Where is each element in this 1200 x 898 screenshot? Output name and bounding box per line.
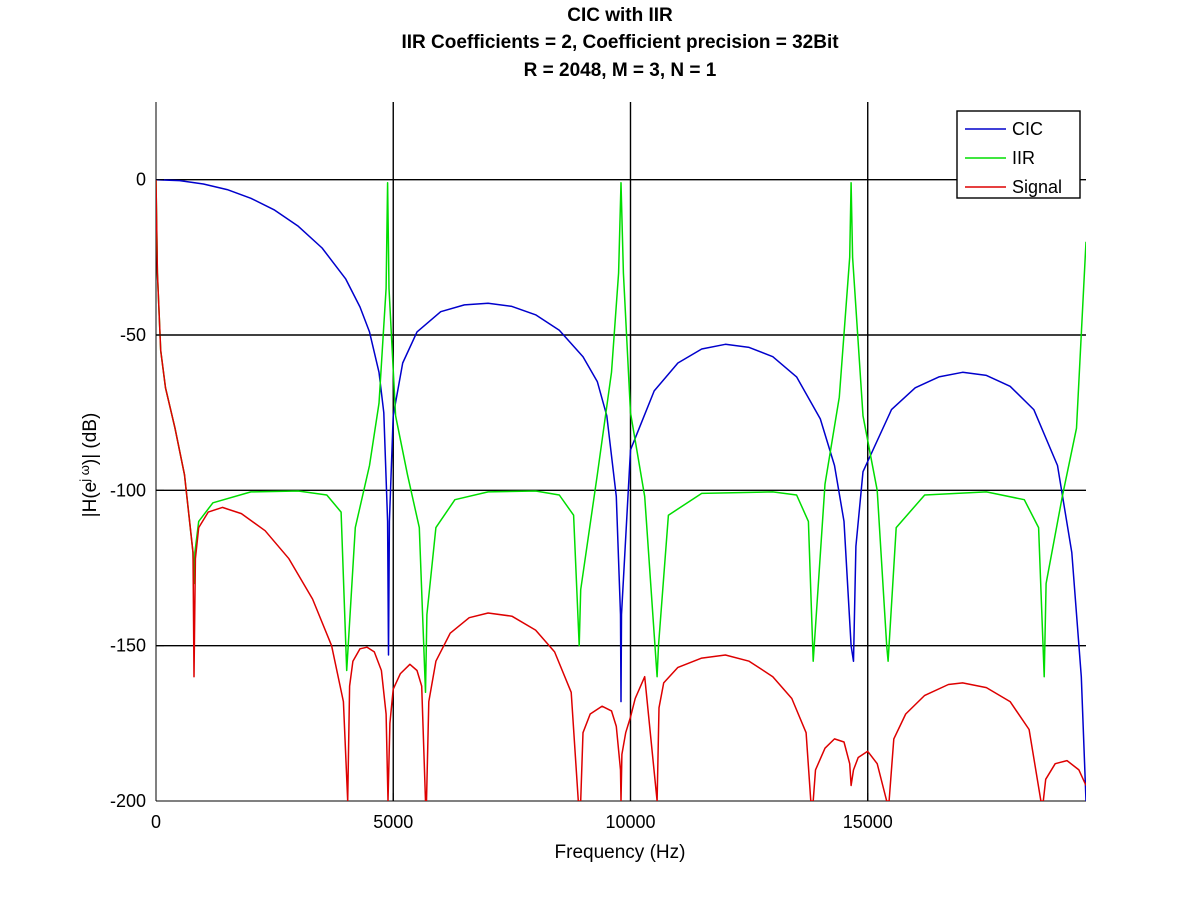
- series-group: [156, 178, 1086, 801]
- chart-title: CIC with IIR IIR Coefficients = 2, Coeff…: [401, 5, 839, 81]
- series-line-signal: [156, 179, 1086, 801]
- legend-label-iir: IIR: [1012, 148, 1035, 168]
- title-line-3: R = 2048, M = 3, N = 1: [524, 60, 717, 81]
- x-axis-label: Frequency (Hz): [555, 842, 686, 863]
- plot-area: [155, 102, 1086, 802]
- x-tick-label-1: 5000: [373, 812, 413, 832]
- y-tick-label-3: -150: [110, 636, 146, 656]
- y-axis-label-sup: j ω: [77, 465, 92, 483]
- legend-box: [956, 110, 1081, 199]
- series-line-cic: [156, 178, 1086, 801]
- legend: CIC IIR Signal: [956, 110, 1081, 199]
- x-tick-label-3: 15000: [843, 812, 893, 832]
- title-line-2: IIR Coefficients = 2, Coefficient precis…: [401, 32, 839, 53]
- y-axis-ticks: 0 -50 -100 -150 -200: [110, 170, 164, 811]
- y-tick-label-0: 0: [136, 170, 146, 190]
- legend-label-signal: Signal: [1012, 177, 1062, 197]
- y-axis-label-pre: |H(e: [80, 482, 101, 518]
- x-tick-label-0: 0: [151, 812, 161, 832]
- x-axis-ticks: 0 5000 10000 15000: [151, 793, 893, 832]
- legend-label-cic: CIC: [1012, 119, 1043, 139]
- x-tick-label-2: 10000: [605, 812, 655, 832]
- y-tick-label-2: -100: [110, 480, 146, 500]
- y-tick-label-1: -50: [120, 325, 146, 345]
- y-axis-label: |H(ej ω)| (dB): [77, 413, 101, 518]
- series-line-iir: [156, 179, 1086, 694]
- title-line-1: CIC with IIR: [567, 5, 673, 26]
- y-tick-label-4: -200: [110, 791, 146, 811]
- y-axis-label-post: )| (dB): [80, 413, 101, 465]
